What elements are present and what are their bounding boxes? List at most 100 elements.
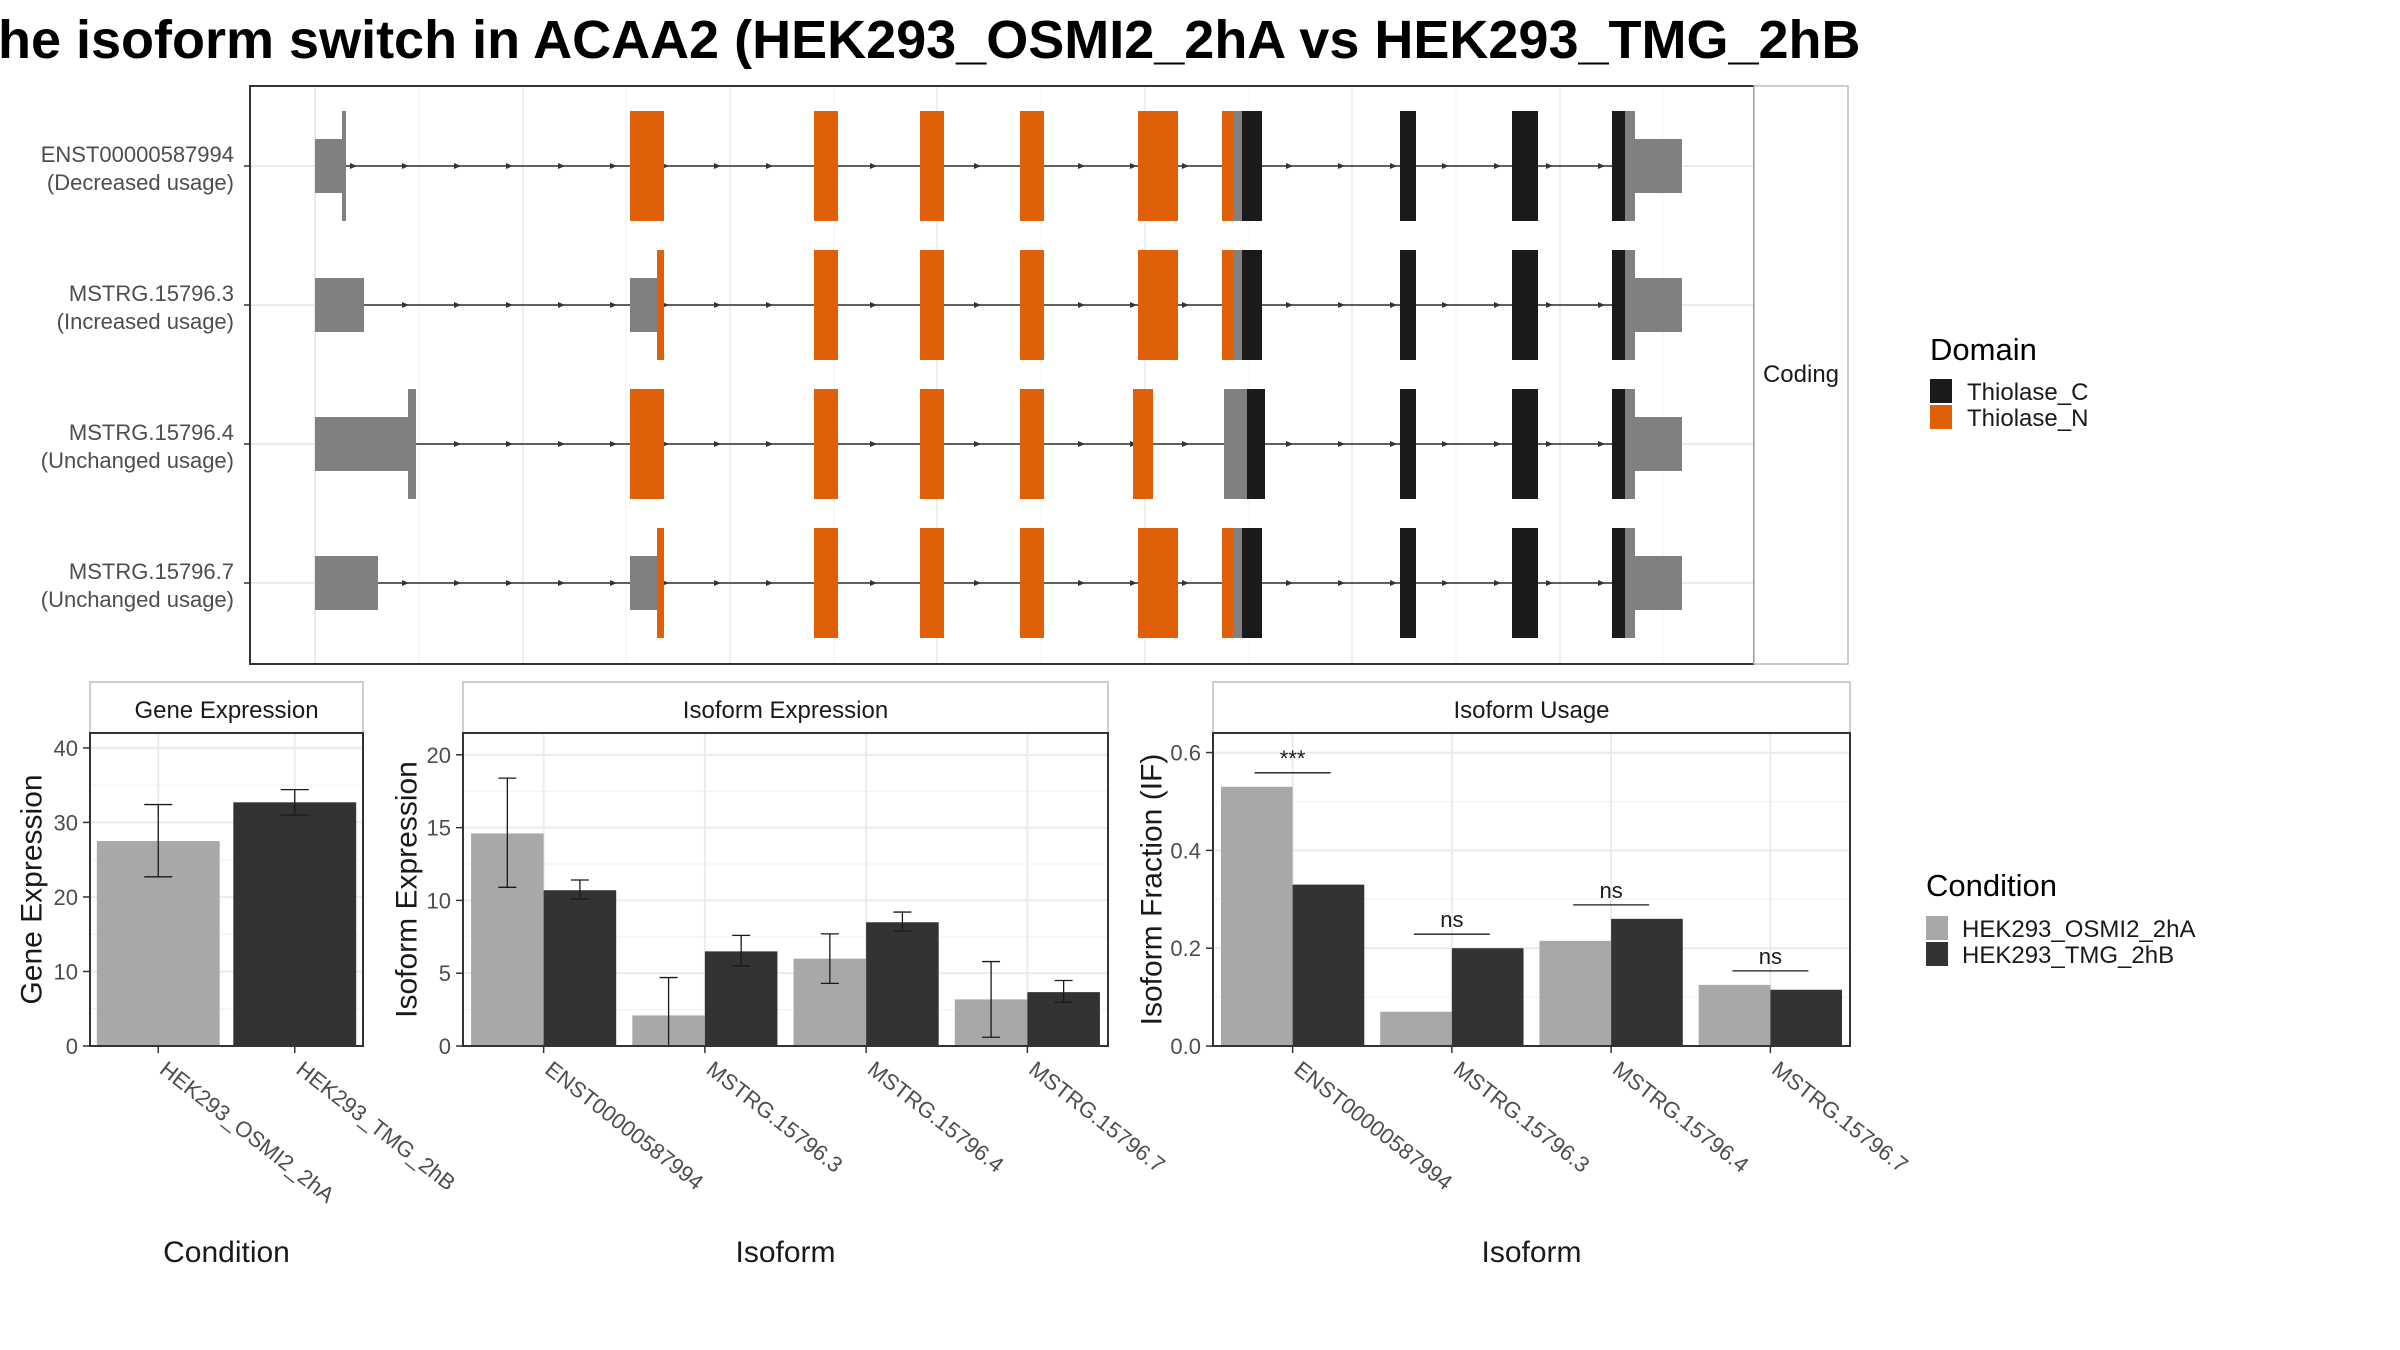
intron-direction-arrow <box>1338 580 1345 586</box>
intron-direction-arrow <box>610 163 617 169</box>
intron-direction-arrow <box>1338 163 1345 169</box>
coding-exon <box>1222 111 1233 221</box>
y-tick-label: 10 <box>54 959 78 984</box>
isoform-expression-panel: Isoform Expression 0 5 10 15 20 ENST0000058799… <box>391 681 1170 1269</box>
bar <box>866 922 939 1046</box>
coding-exon <box>920 250 944 360</box>
utr-exon <box>630 556 657 610</box>
coding-exon <box>1233 528 1242 638</box>
coding-exon <box>814 111 838 221</box>
intron-direction-arrow <box>714 580 721 586</box>
intron-direction-arrow <box>974 580 981 586</box>
bar <box>1698 984 1771 1046</box>
coding-exon <box>657 528 664 638</box>
coding-exon <box>1020 111 1044 221</box>
utr-exon <box>1635 417 1682 471</box>
coding-exon <box>1222 528 1233 638</box>
significance-label: *** <box>1280 746 1306 771</box>
intron-direction-arrow <box>1442 441 1449 447</box>
utr-exon <box>1635 556 1682 610</box>
x-tick-label: MSTRG.15796.7 <box>1024 1056 1169 1177</box>
transcript-structure-panel: ENST00000587994 (Decreased usage) MSTRG.15… <box>41 85 1849 665</box>
facet-strip-label: Isoform Usage <box>1453 697 1609 724</box>
facet-strip-label: Coding <box>1763 361 1839 388</box>
intron-direction-arrow <box>1182 163 1189 169</box>
panel-border <box>1212 732 1851 1047</box>
transcript-id-label: MSTRG.15796.7 <box>69 559 234 584</box>
intron-direction-arrow <box>974 163 981 169</box>
coding-exon <box>814 528 838 638</box>
transcript-id-label: ENST00000587994 <box>41 142 234 167</box>
coding-exon <box>1020 250 1044 360</box>
coding-exon <box>920 111 944 221</box>
gene-expression-panel: Gene Expression010203040HEK293_OSMI2_2hA… <box>16 681 460 1269</box>
panel-border <box>89 732 364 1047</box>
condition-legend-title: Condition <box>1926 868 2057 903</box>
bar <box>704 951 778 1046</box>
utr-exon <box>315 417 408 471</box>
coding-exon <box>1400 389 1416 499</box>
legend-label-thiolase-n: Thiolase_N <box>1967 405 2088 432</box>
x-axis-title: Condition <box>163 1236 290 1269</box>
coding-exon <box>1612 389 1625 499</box>
intron-direction-arrow <box>1494 163 1501 169</box>
x-tick-label: MSTRG.15796.3 <box>1449 1056 1594 1177</box>
intron-direction-arrow <box>558 580 565 586</box>
bar <box>233 802 357 1046</box>
facet-strip-label: Gene Expression <box>134 697 318 724</box>
intron-direction-arrow <box>1390 302 1397 308</box>
intron-direction-arrow <box>558 163 565 169</box>
y-axis-title: Gene Expression <box>16 774 49 1004</box>
intron-direction-arrow <box>506 302 513 308</box>
intron-direction-arrow <box>1182 580 1189 586</box>
intron-direction-arrow <box>1546 302 1553 308</box>
intron-direction-arrow <box>714 302 721 308</box>
y-tick-label: 0 <box>66 1034 78 1059</box>
coding-exon <box>1242 528 1262 638</box>
x-axis-title: Isoform <box>735 1236 835 1269</box>
domain-legend-title: Domain <box>1930 332 2037 367</box>
y-tick-label: 5 <box>439 961 451 986</box>
intron-direction-arrow <box>1130 302 1137 308</box>
y-tick-label: 15 <box>427 816 451 841</box>
intron-direction-arrow <box>1546 580 1553 586</box>
intron-direction-arrow <box>1078 441 1085 447</box>
coding-exon <box>1400 111 1416 221</box>
y-axis-title: Isoform Fraction (IF) <box>1136 754 1169 1026</box>
panel-border <box>462 732 1109 1047</box>
significance-label: ns <box>1600 878 1623 903</box>
intron-direction-arrow <box>1338 302 1345 308</box>
legend-swatch-tmg <box>1926 942 1948 966</box>
coding-exon <box>920 528 944 638</box>
intron-direction-arrow <box>454 302 461 308</box>
intron-direction-arrow <box>766 580 773 586</box>
y-tick-label: 30 <box>54 810 78 835</box>
intron-direction-arrow <box>454 441 461 447</box>
coding-exon <box>1625 389 1635 499</box>
legend-swatch-thiolase-n <box>1930 405 1952 429</box>
intron-direction-arrow <box>506 163 513 169</box>
coding-exon <box>1512 250 1538 360</box>
coding-exon <box>1133 389 1153 499</box>
bar <box>1292 884 1365 1046</box>
legend-swatch-thiolase-c <box>1930 379 1952 403</box>
coding-exon <box>1612 528 1625 638</box>
bar <box>1770 989 1843 1046</box>
intron-direction-arrow <box>870 441 877 447</box>
y-tick-label: 20 <box>54 885 78 910</box>
facet-strip-right <box>1753 85 1849 665</box>
intron-direction-arrow <box>1130 580 1137 586</box>
intron-direction-arrow <box>1494 441 1501 447</box>
intron-direction-arrow <box>454 163 461 169</box>
legend-label-thiolase-c: Thiolase_C <box>1967 379 2088 406</box>
intron-direction-arrow <box>1546 441 1553 447</box>
domain-legend: Domain Thiolase_C Thiolase_N <box>1930 332 2088 432</box>
intron-direction-arrow <box>402 163 409 169</box>
coding-exon <box>1020 389 1044 499</box>
coding-exon <box>630 111 664 221</box>
coding-exon <box>1138 111 1178 221</box>
coding-exon <box>1020 528 1044 638</box>
intron-direction-arrow <box>974 441 981 447</box>
intron-direction-arrow <box>610 580 617 586</box>
